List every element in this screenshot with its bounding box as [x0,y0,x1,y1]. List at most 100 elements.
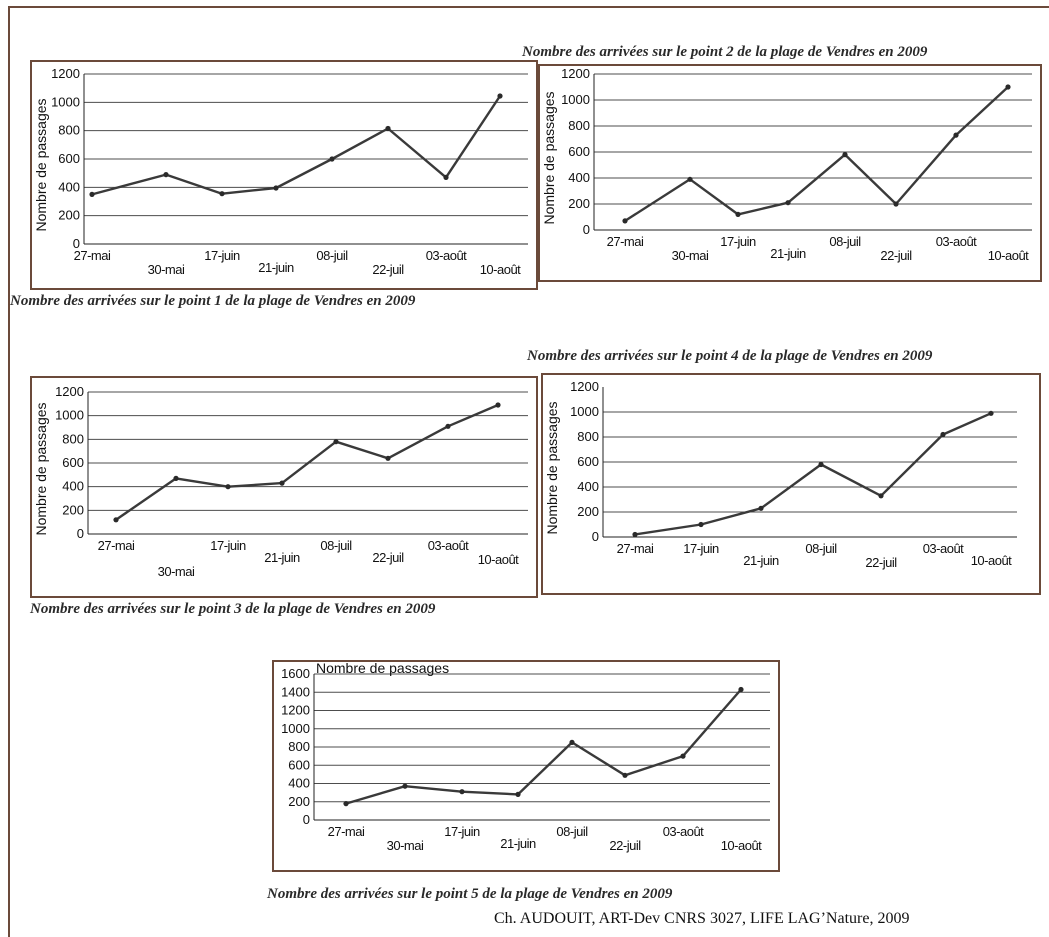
chart-point-4: 0 200 400 600 800 1000 1200 Nombre de passages 2… [541,373,1041,595]
y-axis-label: Nombre de passages [33,402,49,535]
y-tick-label: 800 [62,431,84,446]
y-tick-label: 0 [73,236,80,251]
x-tick-label: 03-août [426,248,467,263]
x-tick-label: 10-août [971,553,1012,568]
x-tick-label: 08-juil [805,541,837,556]
data-point [758,505,764,511]
x-tick-label: 03-août [663,824,704,839]
y-tick-label: 800 [58,123,80,138]
chart-point-2: 0 200 400 600 800 1000 1200 Nombre de passages 2… [538,64,1042,282]
x-tick-label: 22-juil [372,262,404,277]
x-tick-label: 21-juin [770,246,806,261]
caption-point-1: Nombre des arrivées sur le point 1 de la… [10,293,416,309]
x-tick-label: 27-mai [617,541,654,556]
chart-frame [541,373,1041,595]
frame-top-border [8,6,1049,8]
y-tick-label: 1000 [281,721,310,736]
data-point [113,517,119,523]
y-tick-label: 1200 [51,66,80,81]
x-tick-label: 30-mai [148,262,185,277]
chart-point-3: 0 200 400 600 800 1000 1200 Nombre de passages 2… [30,376,538,598]
chart-point-1: 0 200 400 600 800 1000 1200 Nombre de passages 2… [30,60,538,290]
y-tick-label: 600 [568,144,590,159]
x-tick-label: 10-août [988,248,1029,263]
x-tick-label: 17-juin [444,824,480,839]
y-axis-label: Nombre de passages [544,401,560,534]
y-tick-label: 600 [58,151,80,166]
data-point [515,791,521,797]
data-point [632,531,638,538]
y-tick-label: 400 [62,479,84,494]
data-point [402,783,408,789]
chart-frame [30,60,538,290]
data-point [173,475,179,481]
x-tick-label: 30-mai [158,564,195,579]
y-tick-label: 200 [62,502,84,517]
series-line [91,95,501,196]
credit-line: Ch. AUDOUIT, ART-Dev CNRS 3027, LIFE LAG… [494,910,910,927]
y-tick-label: 800 [288,739,310,754]
data-point [687,176,693,182]
data-point [443,174,449,180]
y-tick-label: 0 [303,812,310,827]
data-point [225,484,231,490]
x-tick-label: 17-juin [210,538,246,553]
frame-left-border [8,6,10,937]
x-tick-label: 22-juil [880,248,912,263]
y-tick-label: 200 [568,196,590,211]
x-tick-label: 22-juil [609,838,641,853]
chart-frame [272,660,780,872]
x-tick-label: 17-juin [204,248,240,263]
caption-point-5: Nombre des arrivées sur le point 5 de la… [267,886,673,902]
x-tick-label: 10-août [721,838,762,853]
x-tick-label: 27-mai [74,248,111,263]
y-tick-label: 1200 [55,384,84,399]
data-point [385,125,391,132]
x-tick-label: 10-août [480,262,521,277]
data-point [953,132,959,138]
x-tick-label: 03-août [936,234,977,249]
chart-point-5: 0 200 400 600 800 1000 1200 1400 1600 Nombre de p… [272,660,780,872]
data-point [818,461,824,468]
data-point [497,93,503,99]
y-tick-label: 1200 [570,379,599,394]
chart-frame [538,64,1042,282]
y-tick-label: 1000 [561,92,590,107]
data-point [698,521,704,528]
data-point [459,789,465,795]
data-point [445,423,451,429]
y-tick-label: 0 [592,529,599,544]
y-axis-label: Nombre de passages [541,91,557,224]
data-point [273,185,279,191]
data-point [329,156,335,162]
data-point [1005,84,1011,90]
y-tick-label: 1000 [570,404,599,419]
data-point [163,172,169,178]
x-tick-label: 08-juil [556,824,588,839]
data-point [940,431,946,438]
x-tick-label: 27-mai [607,234,644,249]
data-point [735,211,741,217]
series-line [345,688,742,805]
caption-point-4: Nombre des arrivées sur le point 4 de la… [527,348,933,364]
data-point [89,191,95,197]
data-point [495,402,501,408]
y-tick-label: 400 [568,170,590,185]
y-tick-label: 200 [288,794,310,809]
data-point [878,493,884,499]
x-tick-label: 22-juil [865,555,897,570]
y-tick-label: 600 [62,455,84,470]
y-axis-label: Nombre de passages [33,98,49,231]
y-axis-label: Nombre de passages [316,660,449,676]
x-tick-label: 27-mai [98,538,135,553]
x-tick-label: 27-mai [328,824,365,839]
caption-point-3: Nombre des arrivées sur le point 3 de la… [30,601,436,617]
x-tick-label: 03-août [428,538,469,553]
x-tick-label: 17-juin [683,541,719,556]
y-tick-label: 1000 [55,408,84,423]
data-point [893,201,899,207]
x-tick-label: 21-juin [500,836,536,851]
y-tick-label: 400 [577,479,599,494]
x-tick-label: 21-juin [743,553,779,568]
x-tick-label: 08-juil [829,234,861,249]
